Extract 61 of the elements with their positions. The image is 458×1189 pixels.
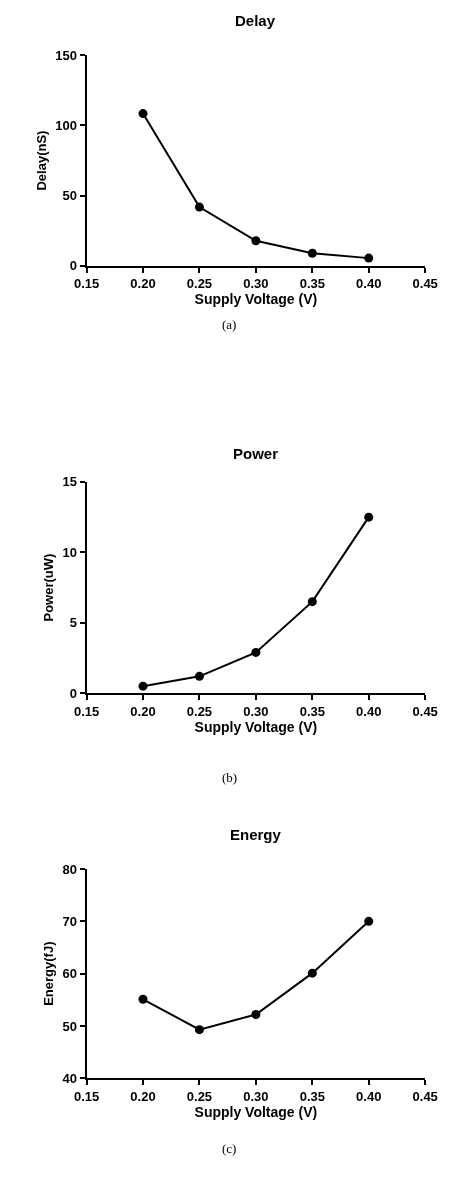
point <box>364 512 374 522</box>
chart-title: Power <box>233 445 279 462</box>
x-tick-label: 0.15 <box>73 703 100 719</box>
text: (a) <box>222 317 237 332</box>
x-tick-label: 0.15 <box>73 1088 100 1104</box>
chart-title: Energy <box>230 826 282 843</box>
x-tick-label: 0.45 <box>412 1088 438 1104</box>
y-tick-label: 0 <box>69 685 77 701</box>
point <box>138 109 148 119</box>
x-tick-label: 0.20 <box>130 1088 156 1104</box>
x-tick-label: 0.40 <box>356 1088 382 1104</box>
x-tick-label: 0.15 <box>73 276 100 292</box>
y-axis-title: Delay(nS) <box>33 130 49 191</box>
x-tick-label: 0.40 <box>356 703 382 719</box>
point <box>307 968 317 978</box>
y-tick-label: 60 <box>62 966 77 982</box>
point <box>251 1009 261 1019</box>
point <box>251 647 261 657</box>
point <box>364 253 374 263</box>
x-tick-label: 0.25 <box>186 703 213 719</box>
point <box>138 994 148 1004</box>
y-tick-label: 150 <box>55 47 77 63</box>
point <box>307 597 317 607</box>
x-axis-title: Supply Voltage (V) <box>194 291 318 308</box>
x-tick-label: 0.20 <box>130 703 156 719</box>
chart-title: Delay <box>235 12 276 29</box>
y-tick-label: 70 <box>62 913 77 929</box>
y-tick-label: 5 <box>69 615 77 631</box>
x-tick-label: 0.20 <box>130 276 156 292</box>
x-tick-label: 0.35 <box>299 703 325 719</box>
text: (c) <box>222 1141 237 1156</box>
x-tick-label: 0.40 <box>356 276 382 292</box>
y-tick-label: 10 <box>62 544 77 560</box>
x-tick-label: 0.45 <box>412 276 438 292</box>
x-tick-label: 0.35 <box>299 276 325 292</box>
point <box>194 671 204 681</box>
y-tick-label: 50 <box>62 1018 77 1034</box>
x-tick-label: 0.45 <box>412 703 438 719</box>
y-axis-title: Energy(fJ) <box>40 941 56 1006</box>
y-tick-label: 40 <box>62 1070 77 1086</box>
x-tick-label: 0.35 <box>299 1088 325 1104</box>
y-tick-label: 80 <box>62 861 77 877</box>
point <box>307 248 317 258</box>
point <box>364 916 374 926</box>
x-axis-title: Supply Voltage (V) <box>194 718 318 735</box>
y-axis-title: Power(uW) <box>40 553 56 622</box>
y-tick-label: 100 <box>55 118 77 134</box>
y-tick-label: 50 <box>62 188 77 204</box>
x-tick-label: 0.30 <box>243 703 269 719</box>
x-tick-label: 0.30 <box>243 1088 269 1104</box>
point <box>138 681 148 691</box>
x-tick-label: 0.25 <box>186 1088 213 1104</box>
y-tick-label: 0 <box>69 258 77 274</box>
point <box>194 1025 204 1035</box>
y-tick-label: 15 <box>62 474 77 490</box>
text: (b) <box>222 770 238 785</box>
x-axis-title: Supply Voltage (V) <box>194 1103 318 1120</box>
x-tick-label: 0.25 <box>186 276 213 292</box>
x-tick-label: 0.30 <box>243 276 269 292</box>
point <box>251 236 261 246</box>
point <box>194 202 204 212</box>
